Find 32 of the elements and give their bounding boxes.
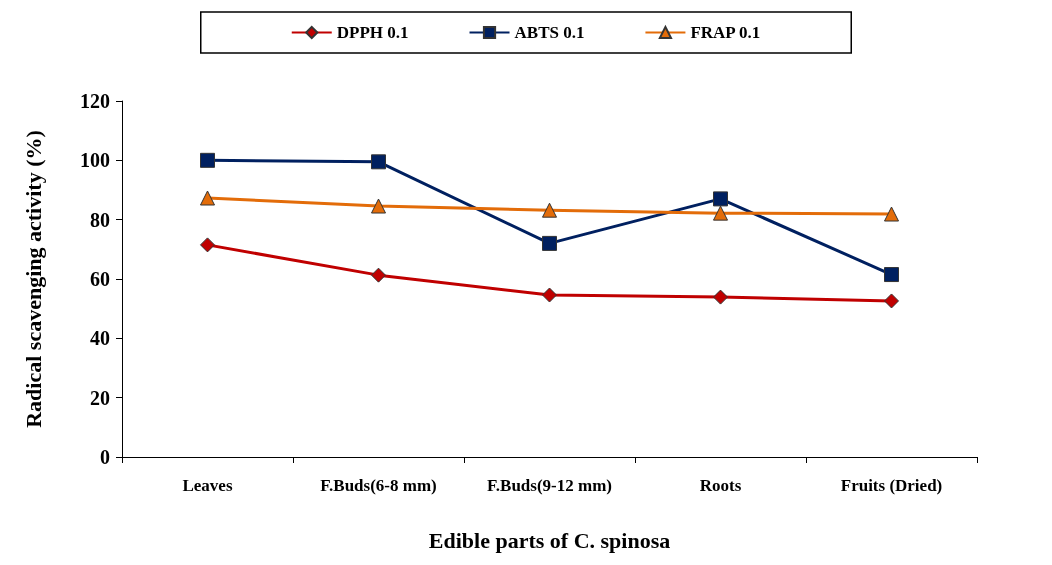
y-axis-title: Radical scavenging activity (%) (20, 130, 46, 428)
legend-label: DPPH 0.1 (336, 23, 409, 42)
y-tick-label: 0 (100, 446, 110, 468)
y-tick-label: 80 (90, 208, 110, 231)
legend-label: FRAP 0.1 (690, 23, 761, 42)
point (200, 190, 215, 206)
point (713, 289, 728, 305)
y-tick-label: 60 (90, 268, 110, 290)
x-tick-label: Fruits (Dried) (840, 476, 943, 495)
x-tick-label: F.Buds(6-8 mm) (320, 476, 437, 495)
y-tick-label: 100 (80, 149, 110, 172)
point (542, 287, 557, 303)
point (713, 191, 728, 207)
point (884, 267, 899, 283)
point (200, 237, 215, 253)
legend-label: ABTS 0.1 (514, 23, 585, 42)
point (884, 206, 899, 222)
x-tick-label: Leaves (182, 476, 233, 495)
x-tick-label: Roots (699, 476, 742, 495)
point (371, 154, 386, 170)
x-axis-title: Edible parts of C. spinosa (428, 527, 671, 553)
x-tick-label: F.Buds(9-12 mm) (487, 476, 612, 495)
y-tick-label: 120 (80, 90, 110, 112)
point (713, 205, 728, 221)
y-tick-label: 20 (90, 386, 110, 409)
point (200, 152, 215, 168)
point (542, 202, 557, 218)
y-tick-label: 40 (90, 327, 110, 350)
point (542, 235, 557, 251)
point (371, 267, 386, 283)
point (884, 293, 899, 309)
point (371, 198, 386, 214)
